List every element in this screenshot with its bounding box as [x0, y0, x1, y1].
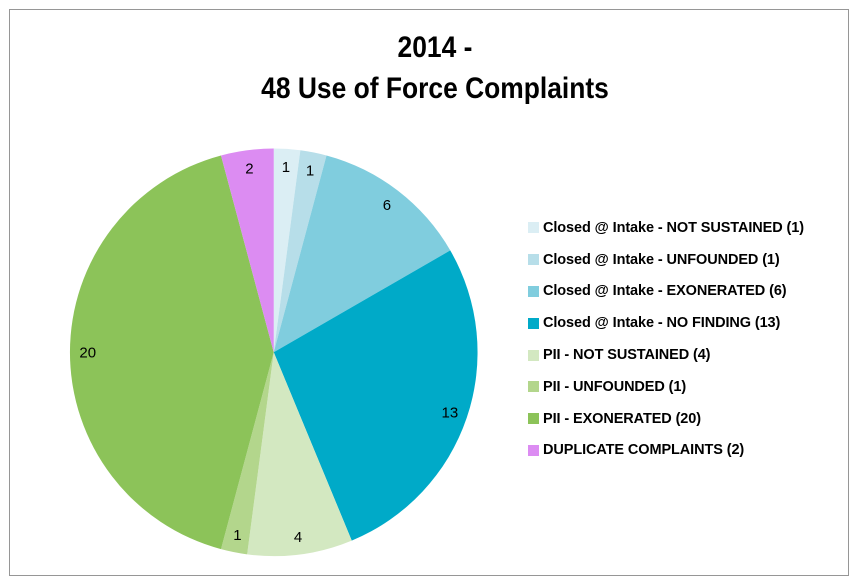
legend-item-6: PII - EXONERATED (20) — [528, 403, 804, 435]
slice-value-label-1: 1 — [306, 162, 314, 179]
legend-item-7: DUPLICATE COMPLAINTS (2) — [528, 435, 804, 467]
legend-label-3: Closed @ Intake - NO FINDING (13) — [543, 315, 781, 332]
pie-slice-5 — [221, 352, 274, 555]
legend-item-3: Closed @ Intake - NO FINDING (13) — [528, 307, 804, 339]
chart-title-line-2: 48 Use of Force Complaints — [261, 71, 609, 105]
chart-title-line-1: 2014 - — [397, 31, 473, 64]
slice-value-label-7: 2 — [245, 160, 253, 177]
legend-item-5: PII - UNFOUNDED (1) — [528, 371, 804, 403]
chart-legend: Closed @ Intake - NOT SUSTAINED (1) Close… — [528, 212, 804, 466]
slice-value-label-6: 20 — [79, 345, 96, 362]
pie-slice-4 — [247, 352, 352, 557]
pie-slice-1 — [273, 150, 327, 353]
slice-value-label-3: 13 — [442, 404, 459, 421]
chart-title: 2014 - 48 Use of Force Complaints — [83, 28, 787, 109]
legend-label-1: Closed @ Intake - UNFOUNDED (1) — [543, 251, 780, 268]
legend-label-5: PII - UNFOUNDED (1) — [543, 378, 687, 395]
legend-item-1: Closed @ Intake - UNFOUNDED (1) — [528, 244, 804, 276]
legend-label-7: DUPLICATE COMPLAINTS (2) — [543, 442, 745, 459]
slice-value-label-2: 6 — [383, 197, 391, 214]
legend-swatch-0 — [528, 222, 539, 234]
slice-value-label-0: 1 — [282, 159, 290, 176]
legend-swatch-1 — [528, 254, 539, 266]
legend-swatch-7 — [528, 444, 539, 456]
legend-item-4: PII - NOT SUSTAINED (4) — [528, 339, 804, 371]
legend-swatch-4 — [528, 349, 539, 361]
legend-item-0: Closed @ Intake - NOT SUSTAINED (1) — [528, 212, 804, 244]
legend-label-4: PII - NOT SUSTAINED (4) — [543, 347, 711, 364]
pie-slice-3 — [273, 250, 478, 541]
slice-value-label-4: 4 — [294, 529, 302, 546]
legend-label-0: Closed @ Intake - NOT SUSTAINED (1) — [543, 219, 804, 236]
slice-value-label-5: 1 — [233, 527, 241, 544]
pie-slice-0 — [273, 148, 301, 353]
legend-item-2: Closed @ Intake - EXONERATED (6) — [528, 276, 804, 308]
legend-label-2: Closed @ Intake - EXONERATED (6) — [543, 283, 787, 300]
legend-swatch-5 — [528, 381, 539, 393]
legend-label-6: PII - EXONERATED (20) — [543, 410, 701, 427]
pie-slice-6 — [69, 155, 274, 550]
legend-swatch-2 — [528, 285, 539, 297]
pie-slice-7 — [221, 148, 274, 353]
legend-swatch-6 — [528, 413, 539, 425]
legend-swatch-3 — [528, 317, 539, 329]
pie-slice-2 — [273, 155, 451, 353]
